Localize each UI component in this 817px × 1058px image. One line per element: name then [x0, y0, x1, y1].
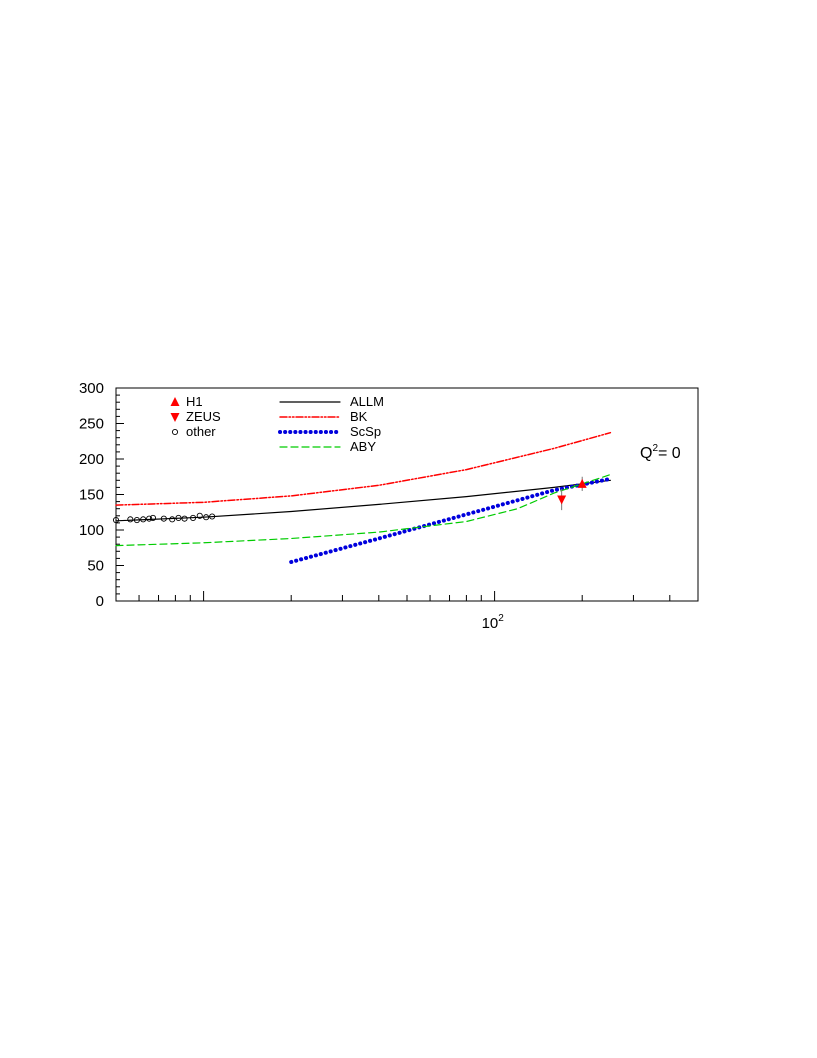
- h1-point: [577, 478, 587, 488]
- marker-layer: [112, 476, 587, 524]
- other-point: [169, 516, 176, 523]
- y-tick-label: 150: [79, 487, 104, 504]
- other-point: [140, 516, 147, 523]
- other-point: [112, 517, 120, 524]
- other-point: [160, 515, 167, 522]
- other-point: [203, 514, 210, 521]
- legend-marker-other: [171, 428, 179, 436]
- y-tick-label: 100: [79, 522, 104, 539]
- other-point: [127, 516, 134, 523]
- other-point: [196, 512, 203, 519]
- y-tick-label: 250: [79, 416, 104, 433]
- legend-marker-zeus: [170, 413, 180, 422]
- other-point: [190, 514, 197, 521]
- y-tick-labels: 0 50 100 150 200 250 300: [79, 380, 104, 610]
- q2-annotation: Q2= 0: [640, 443, 681, 462]
- legend-label-zeus: ZEUS: [186, 409, 221, 424]
- other-point: [181, 515, 188, 522]
- other-point: [133, 517, 140, 524]
- legend-label-allm: ALLM: [350, 394, 384, 409]
- legend-label-scsp: ScSp: [350, 424, 381, 439]
- x-tick-label: 102: [482, 613, 505, 632]
- legend-label-bk: BK: [350, 409, 368, 424]
- series-scsp: [289, 476, 613, 564]
- series-bk: [115, 431, 612, 506]
- legend-label-aby: ABY: [350, 439, 376, 454]
- zeus-point: [557, 495, 567, 505]
- series-aby: [115, 474, 611, 547]
- other-point: [146, 515, 153, 522]
- y-tick-label: 300: [79, 380, 104, 397]
- y-tick-label: 200: [79, 451, 104, 468]
- other-point: [175, 514, 182, 521]
- legend-label-other: other: [186, 424, 216, 439]
- legend-marker-h1: [170, 397, 180, 406]
- x-tick-labels: 102: [482, 613, 505, 632]
- y-tick-label: 0: [96, 593, 104, 610]
- y-tick-label: 50: [87, 558, 104, 575]
- legend-label-h1: H1: [186, 394, 203, 409]
- other-point: [149, 514, 157, 521]
- other-point: [209, 513, 216, 520]
